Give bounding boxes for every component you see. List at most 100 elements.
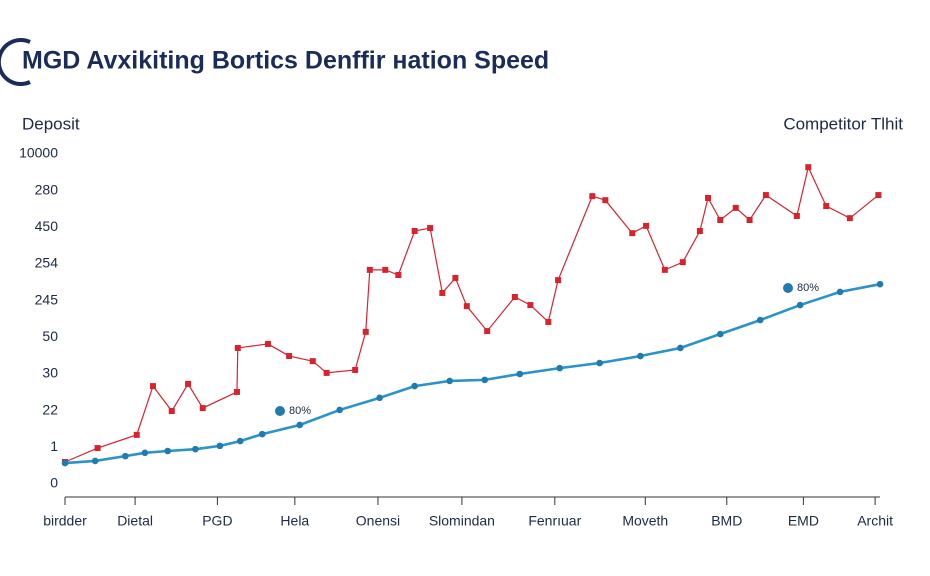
point [637,352,644,360]
point [823,203,830,210]
series-line [64,165,879,463]
x-tick-label: EMD [788,513,819,529]
point [258,430,266,438]
x-tick-label: Fenrıuar [528,513,581,529]
point [296,421,304,429]
point [484,328,491,335]
point [705,195,712,201]
point [596,359,603,367]
point [122,452,129,460]
annotation-dot [275,406,285,416]
point [556,364,564,372]
point [366,266,373,273]
right-series-label: Competitor Tlhit [783,114,903,133]
point [185,380,192,387]
point [234,344,241,351]
y-tick-label: 450 [35,218,59,234]
point [589,193,596,200]
point [309,358,316,365]
point [376,394,383,402]
x-tick-label: Onensi [356,513,400,529]
point [846,215,853,222]
point [91,457,99,465]
point [516,370,524,378]
point [677,344,684,352]
point [805,164,812,171]
point [236,437,244,445]
point [452,274,459,281]
point [545,318,552,325]
point [411,228,418,234]
point [352,366,359,373]
x-tick-label: Archit [857,513,893,529]
point [61,459,69,467]
point [875,192,882,199]
point [141,449,149,457]
point [696,228,703,234]
point [411,382,418,390]
y-tick-label: 22 [42,401,58,417]
y-tick-label: 10000 [19,145,58,161]
point [168,408,175,415]
point [717,217,724,223]
point [199,405,206,412]
point [511,294,518,300]
annotation: 80% [289,405,311,417]
point [629,230,636,237]
point [746,217,753,223]
point [323,369,330,376]
logo [0,38,31,86]
y-tick-label: 280 [35,181,59,197]
point [133,431,140,438]
point [164,447,171,455]
x-tick-label: PGD [202,513,232,529]
point [94,445,101,452]
x-tick-label: Hela [280,513,309,529]
x-tick-label: birdder [43,513,87,529]
y-tick-label: 254 [35,255,59,271]
point [716,330,724,338]
point [192,445,199,453]
point [602,197,609,204]
point [527,302,534,309]
point [643,222,650,229]
point [439,289,446,296]
point [555,277,562,284]
point [336,406,343,414]
point [233,388,240,395]
series-line [64,282,881,465]
annotation: 80% [797,282,819,294]
chart-title: MGD Avxikiting Bortics Denffir нation Sp… [22,47,549,75]
annotation-dot [783,283,793,293]
x-tick-label: Moveth [622,513,668,529]
y-tick-label: 50 [42,328,58,344]
y-tick-label: 0 [50,475,58,491]
x-tick-label: Dietal [117,513,153,529]
point [836,288,844,296]
point [732,204,739,211]
point [661,266,668,273]
point [876,280,884,288]
point [150,383,157,390]
point [216,442,224,450]
point [446,377,453,385]
x-tick-label: BMD [711,513,742,529]
left-series-label: Deposit [22,114,80,133]
point [264,340,271,347]
y-tick-label: 1 [50,438,58,454]
point [762,192,769,199]
point [427,225,434,232]
point [286,353,293,360]
x-tick-label: Slomindan [429,513,495,529]
y-tick-label: 30 [42,365,58,381]
point [793,212,800,219]
point [395,272,402,278]
point [796,301,804,309]
point [481,376,489,384]
point [756,316,764,324]
point [463,303,470,310]
point [679,259,686,266]
point [382,266,389,273]
point [362,328,369,335]
